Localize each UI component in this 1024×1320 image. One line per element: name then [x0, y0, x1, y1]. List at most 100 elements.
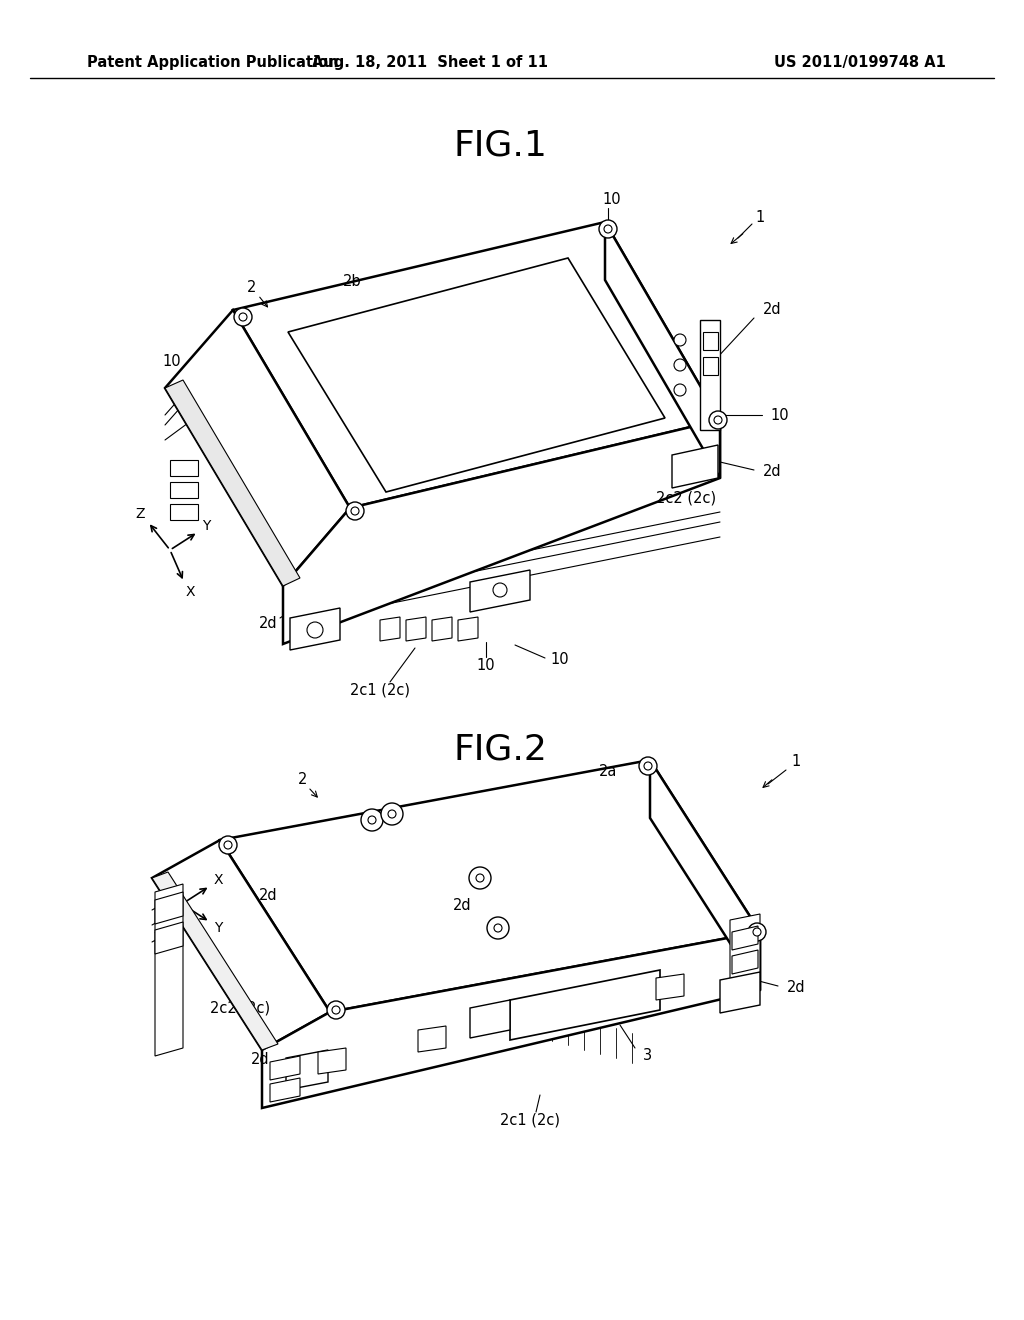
Polygon shape — [656, 974, 684, 1001]
Circle shape — [224, 841, 232, 849]
Text: 10: 10 — [163, 355, 181, 370]
Polygon shape — [720, 972, 760, 1012]
Text: 2d: 2d — [763, 465, 781, 479]
Text: 2a: 2a — [599, 764, 617, 780]
Polygon shape — [458, 616, 478, 642]
Circle shape — [674, 384, 686, 396]
Text: 2d: 2d — [786, 981, 805, 995]
Circle shape — [332, 1006, 340, 1014]
Text: FIG.2: FIG.2 — [453, 733, 547, 767]
Polygon shape — [730, 913, 760, 997]
Polygon shape — [605, 222, 720, 478]
Text: US 2011/0199748 A1: US 2011/0199748 A1 — [774, 54, 946, 70]
Circle shape — [234, 308, 252, 326]
Polygon shape — [318, 1048, 346, 1074]
Circle shape — [381, 803, 403, 825]
Text: 10: 10 — [477, 657, 496, 672]
Circle shape — [476, 874, 484, 882]
Text: FIG.1: FIG.1 — [453, 128, 547, 162]
Circle shape — [351, 507, 359, 515]
Polygon shape — [170, 482, 198, 498]
Polygon shape — [470, 1001, 510, 1038]
Text: 10: 10 — [771, 408, 790, 422]
Circle shape — [604, 224, 612, 234]
Polygon shape — [165, 310, 350, 586]
Text: 2b: 2b — [343, 275, 361, 289]
Circle shape — [639, 756, 657, 775]
Polygon shape — [290, 609, 340, 649]
Circle shape — [753, 928, 761, 936]
Polygon shape — [283, 420, 720, 644]
Text: 2c1 (2c): 2c1 (2c) — [500, 1113, 560, 1127]
Polygon shape — [165, 380, 300, 586]
Text: 10: 10 — [551, 652, 569, 668]
Text: 10: 10 — [603, 193, 622, 207]
Circle shape — [327, 1001, 345, 1019]
Text: 2d: 2d — [259, 888, 278, 903]
Circle shape — [674, 359, 686, 371]
Circle shape — [709, 411, 727, 429]
Circle shape — [469, 867, 490, 888]
Text: 3: 3 — [643, 1048, 652, 1063]
Text: Aug. 18, 2011  Sheet 1 of 11: Aug. 18, 2011 Sheet 1 of 11 — [312, 54, 548, 70]
Text: 2d: 2d — [259, 616, 278, 631]
Polygon shape — [732, 950, 758, 974]
Text: Y: Y — [214, 921, 222, 935]
Circle shape — [239, 313, 247, 321]
Text: Y: Y — [202, 519, 210, 533]
Polygon shape — [152, 840, 330, 1049]
Circle shape — [346, 502, 364, 520]
Polygon shape — [703, 356, 718, 375]
Text: 2c2 (2c): 2c2 (2c) — [210, 1001, 270, 1015]
Polygon shape — [510, 970, 660, 1040]
Text: 2: 2 — [248, 281, 257, 296]
Polygon shape — [220, 760, 760, 1012]
Polygon shape — [170, 504, 198, 520]
Circle shape — [599, 220, 617, 238]
Polygon shape — [270, 1056, 300, 1080]
Text: Z: Z — [154, 931, 163, 945]
Text: 2c1 (2c): 2c1 (2c) — [350, 682, 410, 697]
Polygon shape — [672, 445, 718, 488]
Polygon shape — [155, 921, 183, 954]
Circle shape — [493, 583, 507, 597]
Circle shape — [368, 816, 376, 824]
Polygon shape — [732, 927, 758, 950]
Circle shape — [388, 810, 396, 818]
Polygon shape — [650, 760, 760, 990]
Polygon shape — [155, 892, 183, 924]
Text: 2: 2 — [298, 772, 307, 788]
Polygon shape — [380, 616, 400, 642]
Polygon shape — [152, 873, 278, 1049]
Text: X: X — [185, 585, 195, 599]
Polygon shape — [155, 884, 183, 1056]
Text: X: X — [213, 873, 223, 887]
Polygon shape — [270, 1078, 300, 1102]
Polygon shape — [286, 1049, 328, 1090]
Circle shape — [494, 924, 502, 932]
Circle shape — [219, 836, 237, 854]
Polygon shape — [470, 570, 530, 612]
Polygon shape — [233, 222, 720, 508]
Circle shape — [674, 334, 686, 346]
Polygon shape — [700, 319, 720, 430]
Polygon shape — [432, 616, 452, 642]
Text: 2c2 (2c): 2c2 (2c) — [656, 491, 716, 506]
Polygon shape — [406, 616, 426, 642]
Text: Patent Application Publication: Patent Application Publication — [87, 54, 339, 70]
Circle shape — [361, 809, 383, 832]
Circle shape — [307, 622, 323, 638]
Circle shape — [487, 917, 509, 939]
Polygon shape — [418, 1026, 446, 1052]
Text: 2d: 2d — [251, 1052, 269, 1068]
Polygon shape — [288, 257, 665, 492]
Text: 1: 1 — [792, 755, 801, 770]
Text: Z: Z — [135, 507, 144, 521]
Polygon shape — [262, 932, 760, 1107]
Text: 1: 1 — [756, 210, 765, 226]
Polygon shape — [170, 459, 198, 477]
Text: 2d: 2d — [453, 899, 471, 913]
Circle shape — [714, 416, 722, 424]
Circle shape — [644, 762, 652, 770]
Polygon shape — [703, 333, 718, 350]
